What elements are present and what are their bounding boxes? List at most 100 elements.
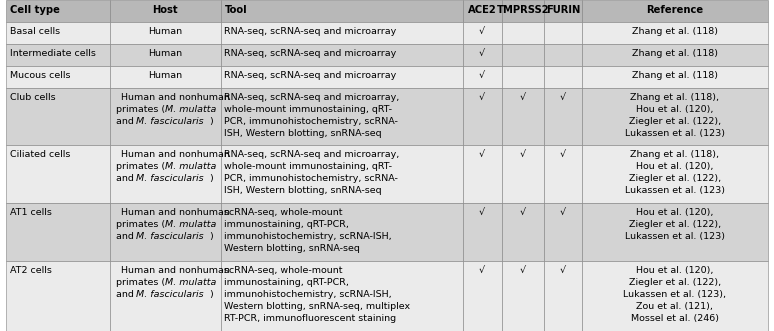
Text: Zhang et al. (118): Zhang et al. (118) <box>632 49 718 58</box>
Text: primates (: primates ( <box>116 278 166 287</box>
Bar <box>110 22 221 44</box>
Text: Lukassen et al. (123),: Lukassen et al. (123), <box>623 290 727 299</box>
Bar <box>544 261 582 331</box>
Text: Mossel et al. (246): Mossel et al. (246) <box>631 314 719 323</box>
Text: √: √ <box>560 93 566 102</box>
Bar <box>463 0 502 22</box>
Bar <box>502 0 544 22</box>
Text: √: √ <box>560 208 566 217</box>
Text: RNA-seq, scRNA-seq and microarray,: RNA-seq, scRNA-seq and microarray, <box>224 150 399 159</box>
Text: M. fascicularis: M. fascicularis <box>135 290 204 299</box>
Bar <box>6 88 110 145</box>
Text: RT-PCR, immunofluorescent staining: RT-PCR, immunofluorescent staining <box>224 314 396 323</box>
Text: Lukassen et al. (123): Lukassen et al. (123) <box>625 186 725 195</box>
Text: √: √ <box>479 150 485 159</box>
Bar <box>582 0 768 22</box>
Text: Hou et al. (120),: Hou et al. (120), <box>636 105 714 114</box>
Bar <box>502 88 544 145</box>
Text: √: √ <box>479 208 485 217</box>
Bar <box>582 44 768 66</box>
Bar <box>463 88 502 145</box>
Text: Zhang et al. (118): Zhang et al. (118) <box>632 27 718 36</box>
Bar <box>582 88 768 145</box>
Text: Human: Human <box>148 27 183 36</box>
Text: √: √ <box>520 266 526 275</box>
Bar <box>463 145 502 203</box>
Text: whole-mount immunostaining, qRT-: whole-mount immunostaining, qRT- <box>224 162 392 171</box>
Text: M. mulatta: M. mulatta <box>165 278 217 287</box>
Text: ): ) <box>210 117 213 125</box>
Text: FURIN: FURIN <box>546 5 580 15</box>
Text: Zou et al. (121),: Zou et al. (121), <box>636 302 714 311</box>
Bar <box>221 145 463 203</box>
Bar <box>544 22 582 44</box>
Bar <box>110 261 221 331</box>
Bar <box>582 145 768 203</box>
Bar <box>463 22 502 44</box>
Text: √: √ <box>520 208 526 217</box>
Bar <box>6 145 110 203</box>
Bar <box>544 44 582 66</box>
Text: ): ) <box>210 290 213 299</box>
Bar <box>110 203 221 261</box>
Text: immunostaining, qRT-PCR,: immunostaining, qRT-PCR, <box>224 278 349 287</box>
Text: M. fascicularis: M. fascicularis <box>135 117 204 125</box>
Text: Reference: Reference <box>646 5 704 15</box>
Text: Ziegler et al. (122),: Ziegler et al. (122), <box>628 278 721 287</box>
Text: Western blotting, snRNA-seq: Western blotting, snRNA-seq <box>224 244 361 253</box>
Bar <box>110 44 221 66</box>
Text: √: √ <box>560 266 566 275</box>
Text: immunohistochemistry, scRNA-ISH,: immunohistochemistry, scRNA-ISH, <box>224 290 392 299</box>
Text: M. fascicularis: M. fascicularis <box>135 232 204 241</box>
Bar <box>582 203 768 261</box>
Text: primates (: primates ( <box>116 220 166 229</box>
Text: scRNA-seq, whole-mount: scRNA-seq, whole-mount <box>224 208 343 217</box>
Text: Zhang et al. (118),: Zhang et al. (118), <box>631 93 719 102</box>
Bar <box>544 88 582 145</box>
Bar <box>221 0 463 22</box>
Text: √: √ <box>520 93 526 102</box>
Bar <box>544 203 582 261</box>
Text: Host: Host <box>152 5 178 15</box>
Text: RNA-seq, scRNA-seq and microarray: RNA-seq, scRNA-seq and microarray <box>224 71 397 80</box>
Text: ISH, Western blotting, snRNA-seq: ISH, Western blotting, snRNA-seq <box>224 128 382 137</box>
Bar <box>502 145 544 203</box>
Text: ISH, Western blotting, snRNA-seq: ISH, Western blotting, snRNA-seq <box>224 186 382 195</box>
Text: √: √ <box>479 266 485 275</box>
Text: Human and nonhuman: Human and nonhuman <box>121 208 230 217</box>
Text: Human: Human <box>148 49 183 58</box>
Text: Human and nonhuman: Human and nonhuman <box>121 93 230 102</box>
Bar <box>463 44 502 66</box>
Text: whole-mount immunostaining, qRT-: whole-mount immunostaining, qRT- <box>224 105 392 114</box>
Text: AT1 cells: AT1 cells <box>10 208 52 217</box>
Bar <box>221 203 463 261</box>
Bar <box>463 261 502 331</box>
Text: Lukassen et al. (123): Lukassen et al. (123) <box>625 128 725 137</box>
Bar <box>502 44 544 66</box>
Bar <box>110 66 221 88</box>
Text: Human and nonhuman: Human and nonhuman <box>121 266 230 275</box>
Text: Club cells: Club cells <box>10 93 56 102</box>
Bar <box>544 66 582 88</box>
Text: RNA-seq, scRNA-seq and microarray: RNA-seq, scRNA-seq and microarray <box>224 27 397 36</box>
Text: √: √ <box>520 150 526 159</box>
Text: ): ) <box>210 232 213 241</box>
Text: Ziegler et al. (122),: Ziegler et al. (122), <box>628 117 721 125</box>
Text: Cell type: Cell type <box>10 5 60 15</box>
Bar <box>221 88 463 145</box>
Bar <box>6 0 110 22</box>
Text: M. mulatta: M. mulatta <box>165 220 217 229</box>
Text: Basal cells: Basal cells <box>10 27 60 36</box>
Text: RNA-seq, scRNA-seq and microarray: RNA-seq, scRNA-seq and microarray <box>224 49 397 58</box>
Text: Lukassen et al. (123): Lukassen et al. (123) <box>625 232 725 241</box>
Text: immunohistochemistry, scRNA-ISH,: immunohistochemistry, scRNA-ISH, <box>224 232 392 241</box>
Bar <box>6 203 110 261</box>
Text: √: √ <box>479 93 485 102</box>
Bar <box>221 261 463 331</box>
Bar <box>582 66 768 88</box>
Text: TMPRSS2: TMPRSS2 <box>497 5 549 15</box>
Text: primates (: primates ( <box>116 162 166 171</box>
Text: √: √ <box>479 71 485 80</box>
Text: and: and <box>116 174 137 183</box>
Text: Tool: Tool <box>224 5 247 15</box>
